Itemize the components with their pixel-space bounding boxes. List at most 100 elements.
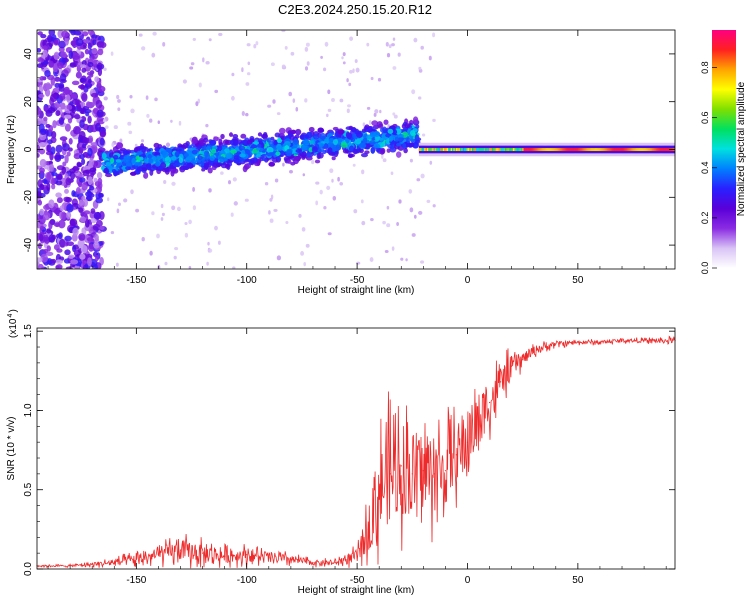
heatmap-cell <box>396 151 402 158</box>
heatmap-cell <box>298 213 302 218</box>
heatmap-cell <box>386 205 390 210</box>
heatmap-cell <box>560 148 563 151</box>
heatmap-cell <box>55 265 60 269</box>
heatmap-cell <box>310 140 315 145</box>
heatmap-cell <box>198 82 202 88</box>
y-tick-label: 0 <box>23 146 34 152</box>
heatmap-cell <box>37 263 44 269</box>
heatmap-cell <box>579 148 581 151</box>
heatmap-cell <box>94 76 100 83</box>
heatmap-cell <box>304 134 310 139</box>
heatmap-cell <box>190 62 195 66</box>
heatmap-cell <box>555 148 558 151</box>
heatmap-cell <box>59 102 66 110</box>
heatmap-cell <box>660 148 662 151</box>
heatmap-cell <box>648 148 650 151</box>
heatmap-cell <box>348 145 355 152</box>
heatmap-cell <box>550 148 552 151</box>
heatmap-cell <box>184 221 188 226</box>
heatmap-cell <box>138 33 143 37</box>
heatmap-cell <box>303 261 306 267</box>
heatmap-cell <box>178 120 182 126</box>
heatmap-cell <box>630 148 633 151</box>
heatmap-cell <box>69 218 78 227</box>
heatmap-cell <box>70 259 79 265</box>
heatmap-cell <box>58 93 66 101</box>
heatmap-cell <box>51 131 57 139</box>
heatmap-cell <box>385 42 389 47</box>
heatmap-cell <box>444 148 446 151</box>
heatmap-cell <box>50 258 57 264</box>
heatmap-cell <box>478 148 481 151</box>
heatmap-cell <box>75 38 84 47</box>
heatmap-cell <box>355 67 360 73</box>
snr-series-line <box>37 335 675 569</box>
heatmap-cell <box>207 241 210 246</box>
heatmap-cell <box>217 162 223 167</box>
heatmap-cell <box>41 49 49 58</box>
heatmap-cell <box>629 148 632 151</box>
heatmap-cell <box>102 118 107 123</box>
heatmap-cell <box>381 154 384 159</box>
heatmap-cell <box>59 238 66 248</box>
heatmap-cell <box>173 255 177 260</box>
heatmap-cell <box>82 198 89 207</box>
heatmap-cell <box>382 158 387 163</box>
heatmap-cell <box>135 208 140 213</box>
heatmap-cell <box>67 254 75 259</box>
heatmap-cell <box>652 148 654 151</box>
heatmap-cell <box>68 138 73 145</box>
heatmap-cell <box>361 169 365 175</box>
heatmap-cell <box>97 177 103 185</box>
heatmap-cell <box>99 225 105 231</box>
heatmap-cell <box>661 148 664 151</box>
heatmap-cell <box>78 233 86 241</box>
heatmap-cell <box>116 94 120 100</box>
heatmap-cell <box>645 148 648 151</box>
heatmap-cell <box>611 148 613 151</box>
heatmap-cell <box>604 148 607 151</box>
heatmap-cell <box>482 148 485 151</box>
heatmap-cell <box>430 148 433 151</box>
heatmap-cell <box>267 152 275 157</box>
x-tick-label: -150 <box>126 575 146 586</box>
heatmap-cell <box>445 148 448 151</box>
heatmap-cell <box>56 197 63 204</box>
heatmap-cell <box>185 162 193 168</box>
heatmap-cell <box>242 139 249 147</box>
heatmap-cell <box>105 161 112 166</box>
heatmap-cell <box>98 192 104 198</box>
heatmap-cell <box>52 87 60 95</box>
heatmap-cell <box>147 163 152 171</box>
heatmap-cell <box>567 148 570 151</box>
heatmap-cell <box>87 61 94 68</box>
heatmap-cell <box>370 147 376 154</box>
heatmap-cell <box>206 261 209 266</box>
heatmap-cell <box>278 127 286 135</box>
heatmap-cell <box>339 182 344 186</box>
heatmap-cell <box>490 148 493 151</box>
heatmap-cell <box>436 148 438 151</box>
heatmap-cell <box>462 148 465 151</box>
heatmap-cell <box>85 83 93 88</box>
heatmap-cell <box>71 99 80 105</box>
heatmap-cell <box>49 219 56 225</box>
heatmap-cell <box>90 92 99 98</box>
snr-frame <box>36 327 676 570</box>
heatmap-cell <box>396 222 399 226</box>
heatmap-cell <box>45 123 51 128</box>
heatmap-cell <box>72 55 80 60</box>
heatmap-cell <box>564 148 567 151</box>
heatmap-cell <box>461 148 464 151</box>
heatmap-cell <box>650 148 653 151</box>
heatmap-cell <box>37 63 44 69</box>
heatmap-cell <box>90 208 96 214</box>
heatmap-cell <box>409 142 415 147</box>
heatmap-cell <box>61 166 67 175</box>
heatmap-cell <box>122 148 128 156</box>
heatmap-cell <box>457 148 460 151</box>
heatmap-cell <box>78 199 84 206</box>
heatmap-cell <box>218 32 223 37</box>
heatmap-cell <box>632 148 634 151</box>
